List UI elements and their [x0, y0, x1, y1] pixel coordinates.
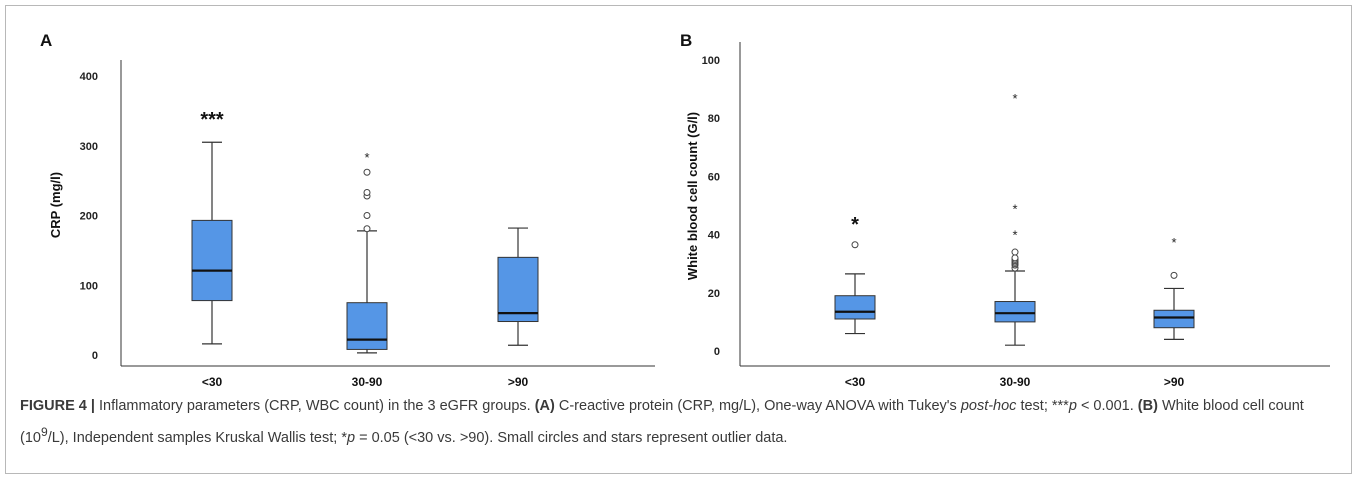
y-tick-label: 200 — [80, 211, 98, 223]
outlier-star: * — [1012, 228, 1017, 243]
caption-b-p: p — [346, 429, 356, 446]
iqr-box — [346, 302, 388, 350]
caption-b-sup: 9 — [40, 425, 48, 439]
y-tick-label: 20 — [708, 288, 720, 300]
x-tick-label: 30-90 — [1000, 375, 1031, 389]
x-tick-label: >90 — [508, 375, 529, 389]
caption-b-text-3: = 0.05 (<30 vs. >90). Small circles and … — [359, 429, 788, 446]
outlier-star: * — [1012, 91, 1017, 106]
caption-a-text-2: test; *** — [1020, 398, 1069, 414]
outlier-star: * — [364, 150, 369, 165]
iqr-box — [994, 301, 1036, 323]
outlier-circle — [363, 188, 371, 196]
iqr-box — [834, 295, 876, 320]
x-tick-label: <30 — [845, 375, 866, 389]
caption-a-tag: (A) — [534, 398, 555, 414]
y-tick-label: 400 — [80, 71, 98, 83]
outlier-circle — [363, 168, 371, 176]
y-tick-label: 100 — [80, 280, 98, 292]
outlier-star: * — [1012, 201, 1017, 216]
significance-marker: * — [851, 214, 859, 236]
outlier-circle — [851, 241, 859, 249]
figure-label: FIGURE 4 | — [20, 398, 95, 414]
box-plot — [497, 227, 539, 346]
panel-b: B 0 20 40 60 80 100 White blood cell count (G/l… — [680, 31, 1330, 389]
caption-b-tag: (B) — [1137, 398, 1158, 414]
iqr-box — [191, 219, 233, 302]
caption-main: Inflammatory parameters (CRP, WBC count)… — [99, 398, 531, 414]
outlier-circle — [1170, 271, 1178, 279]
significance-marker: *** — [200, 109, 224, 131]
outlier-circle — [1011, 254, 1019, 262]
y-tick-label: 0 — [714, 346, 720, 358]
outlier-star: * — [1171, 235, 1176, 250]
x-tick-label: <30 — [202, 375, 223, 389]
y-tick-label: 0 — [92, 350, 98, 362]
panel-label: A — [40, 31, 52, 50]
box-plot: * — [1153, 235, 1195, 340]
iqr-box — [497, 256, 539, 323]
box-plot: * — [346, 150, 388, 354]
y-axis-label: CRP (mg/l) — [48, 172, 63, 238]
caption-a-italic: post-hoc — [960, 398, 1017, 414]
caption-b-text-2: /L), Independent samples Kruskal Wallis … — [47, 429, 347, 446]
x-tick-label: 30-90 — [352, 375, 383, 389]
y-tick-label: 300 — [80, 141, 98, 153]
figure-caption: FIGURE 4 | Inflammatory parameters (CRP,… — [20, 393, 1338, 451]
y-tick-label: 100 — [702, 55, 720, 67]
y-tick-label: 80 — [708, 113, 720, 125]
caption-a-text-1: C-reactive protein (CRP, mg/L), One-way … — [558, 398, 957, 414]
box-plot: * — [834, 214, 876, 335]
caption-a-text-3: < 0.001. — [1080, 398, 1134, 414]
iqr-box — [1153, 309, 1195, 329]
y-axis-label: White blood cell count (G/l) — [685, 112, 700, 280]
caption-a-p: p — [1068, 398, 1077, 414]
y-tick-label: 40 — [708, 230, 720, 242]
box-plot: *** — [191, 109, 233, 345]
outlier-circle — [1011, 248, 1019, 256]
box-plot: * * * — [994, 91, 1036, 346]
outlier-circle — [363, 212, 371, 219]
panel-label: B — [680, 31, 692, 50]
x-tick-label: >90 — [1164, 375, 1185, 389]
y-tick-label: 60 — [708, 171, 720, 183]
caption-b-text-1: White blood cell count (10 — [20, 398, 1304, 446]
outlier-circle — [363, 225, 371, 233]
